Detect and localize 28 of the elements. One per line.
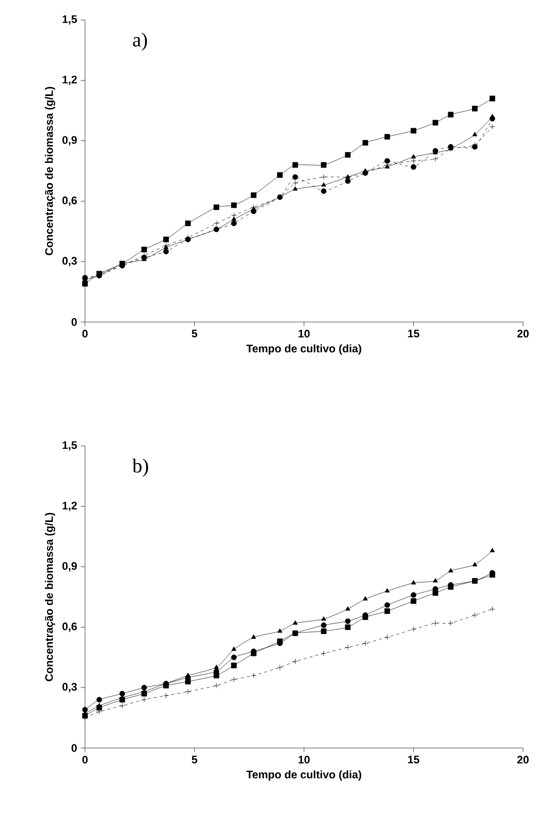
y-tick-label: 1,2 — [62, 76, 77, 86]
y-axis-title: Concentração de biomassa (g/L) — [44, 86, 56, 256]
x-tick-label: 0 — [82, 756, 88, 764]
y-tick-label: 1,5 — [62, 15, 77, 25]
y-tick-label: 0 — [72, 318, 77, 326]
x-tick-label: 15 — [408, 330, 420, 338]
y-tick-label: 1,5 — [62, 441, 77, 451]
y-tick-label: 0,6 — [62, 196, 77, 206]
y-tick-label: 0,3 — [62, 256, 77, 266]
x-tick-label: 0 — [82, 330, 88, 338]
y-tick-label: 0,3 — [62, 682, 77, 692]
x-axis-title: Tempo de cultivo (dia) — [246, 770, 362, 781]
x-tick-label: 15 — [408, 756, 420, 764]
x-tick-label: 5 — [192, 756, 198, 764]
x-tick-label: 20 — [517, 756, 529, 764]
y-tick-label: 0,9 — [62, 562, 77, 572]
y-axis-title: Concentração de biomassa (g/L) — [44, 512, 56, 682]
y-tick-label: 0 — [72, 744, 77, 752]
y-tick-label: 0,6 — [62, 622, 77, 632]
x-tick-label: 10 — [298, 330, 310, 338]
annotation: b) — [132, 458, 148, 477]
y-tick-label: 0,9 — [62, 136, 77, 146]
x-tick-label: 20 — [517, 330, 529, 338]
x-tick-label: 10 — [298, 756, 310, 764]
x-axis-title: Tempo de cultivo (dia) — [246, 344, 362, 355]
x-tick-label: 5 — [192, 330, 198, 338]
y-tick-label: 1,2 — [62, 502, 77, 512]
annotation: a) — [133, 32, 147, 51]
